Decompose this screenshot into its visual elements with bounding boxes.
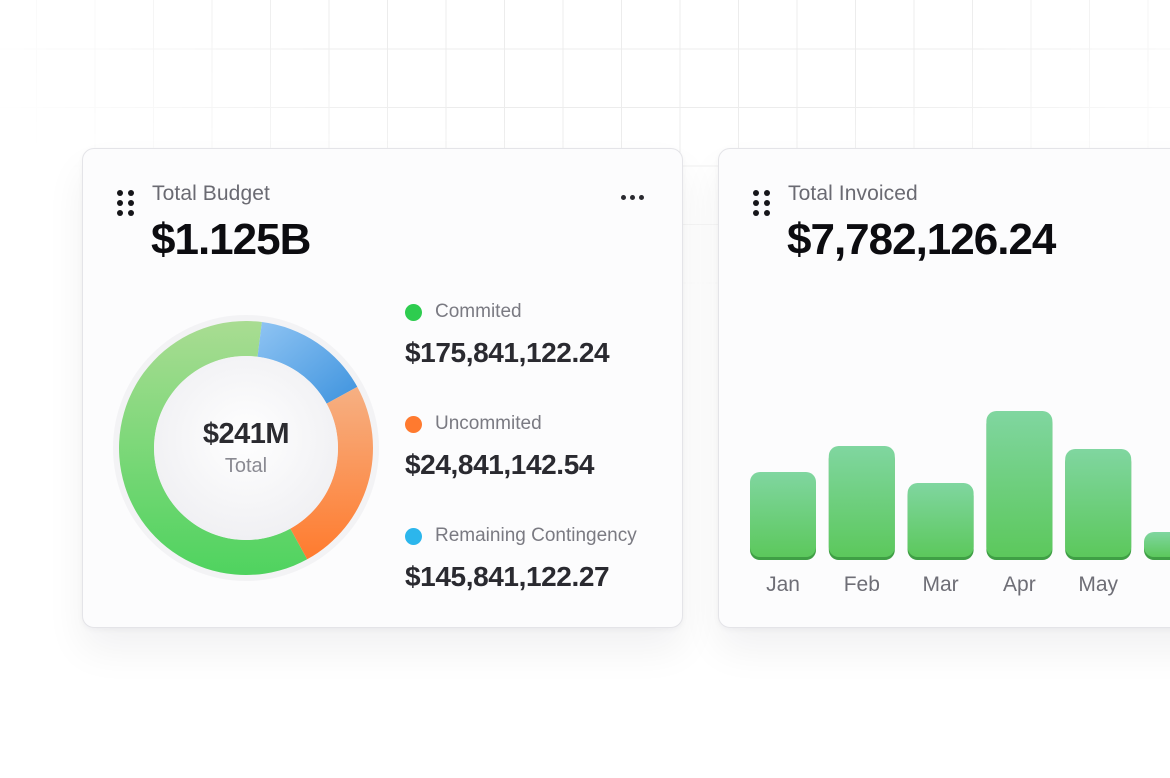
- month-label-may: May: [1078, 573, 1118, 596]
- month-label-jan: Jan: [766, 573, 800, 596]
- month-label-feb: Feb: [844, 573, 880, 596]
- bar-may[interactable]: [1065, 449, 1132, 557]
- bar-mar[interactable]: [907, 483, 974, 557]
- card-total-value: $1.125B: [151, 215, 311, 264]
- legend-dot-orange: [405, 415, 422, 433]
- bar-jan[interactable]: [750, 472, 816, 557]
- legend-value: $175,841,122.24: [405, 337, 610, 368]
- legend-value: $145,841,122.27: [405, 561, 610, 592]
- budget-legend: Commited $175,841,122.24 Uncommited $24,…: [405, 301, 637, 637]
- donut-slice-commited[interactable]: [119, 321, 308, 575]
- bar-apr[interactable]: [986, 411, 1053, 557]
- legend-dot-blue: [405, 527, 422, 545]
- donut-chart: $241M Total: [111, 313, 381, 583]
- card-total-value: $7,782,126.24: [787, 215, 1056, 264]
- card-title: Total Budget: [152, 182, 270, 205]
- donut-slice-remaining-contingency[interactable]: [257, 322, 358, 404]
- legend-label: Commited: [435, 301, 522, 322]
- more-options-icon[interactable]: [621, 195, 644, 200]
- bar-feb[interactable]: [828, 446, 895, 557]
- donut-svg: [113, 315, 379, 581]
- drag-handle-icon[interactable]: [117, 190, 135, 220]
- total-invoiced-card: Total Invoiced $7,782,126.24 Jan Feb Mar Ap…: [718, 148, 1170, 628]
- legend-label: Remaining Contingency: [435, 525, 637, 546]
- legend-item-uncommited: Uncommited $24,841,142.54: [405, 413, 637, 495]
- legend-item-remaining-contingency: Remaining Contingency $145,841,122.27: [405, 525, 637, 607]
- legend-label: Uncommited: [435, 413, 542, 434]
- invoiced-bar-chart: JanFebMarAprMayJ: [750, 411, 1170, 596]
- month-label-mar: Mar: [923, 573, 959, 596]
- donut-slice-uncommited[interactable]: [290, 386, 373, 560]
- drag-handle-icon[interactable]: [753, 190, 771, 220]
- donut-center-plate: [154, 356, 338, 540]
- bar-j[interactable]: [1144, 532, 1170, 557]
- legend-dot-green: [405, 303, 422, 321]
- total-budget-card: Total Budget $1.125B: [82, 148, 683, 628]
- month-label-apr: Apr: [1003, 573, 1036, 596]
- card-title: Total Invoiced: [788, 182, 918, 205]
- legend-item-commited: Commited $175,841,122.24: [405, 301, 637, 383]
- legend-value: $24,841,142.54: [405, 449, 595, 480]
